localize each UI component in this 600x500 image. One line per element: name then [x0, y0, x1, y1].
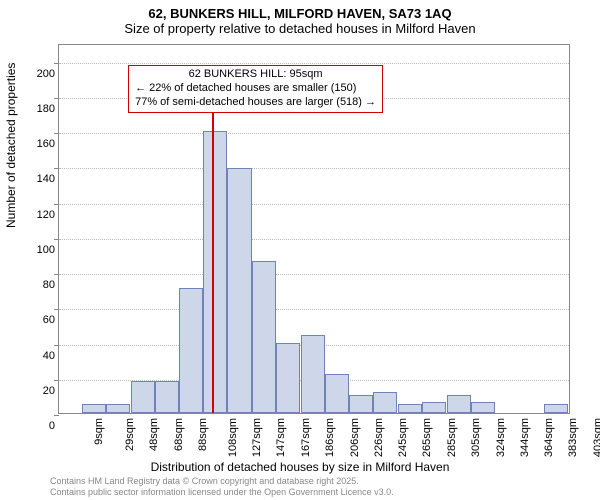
xtick-label: 403sqm — [592, 418, 600, 457]
annotation-line-1: 62 BUNKERS HILL: 95sqm — [135, 68, 376, 82]
plot-area: 62 BUNKERS HILL: 95sqm← 22% of detached … — [58, 44, 570, 414]
ytick-mark — [54, 274, 59, 275]
xtick-label: 29sqm — [124, 418, 136, 451]
xtick-label: 127sqm — [252, 418, 264, 457]
histogram-bar — [252, 261, 276, 413]
ytick-mark — [54, 345, 59, 346]
xtick-label: 48sqm — [148, 418, 160, 451]
grid-line — [59, 309, 569, 310]
xtick-label: 186sqm — [324, 418, 336, 457]
ytick-label: 160 — [15, 138, 55, 150]
ytick-mark — [54, 168, 59, 169]
xtick-label: 206sqm — [349, 418, 361, 457]
xtick-label: 305sqm — [470, 418, 482, 457]
xtick-label: 226sqm — [373, 418, 385, 457]
xtick-label: 108sqm — [227, 418, 239, 457]
xtick-label: 364sqm — [543, 418, 555, 457]
ytick-mark — [54, 415, 59, 416]
histogram-bar — [544, 404, 568, 413]
histogram-bar — [106, 404, 130, 413]
grid-line — [59, 204, 569, 205]
footer-attribution: Contains HM Land Registry data © Crown c… — [50, 476, 394, 498]
ytick-label: 180 — [15, 103, 55, 115]
ytick-label: 200 — [15, 68, 55, 80]
histogram-bar — [276, 343, 300, 413]
footer-line-2: Contains public sector information licen… — [50, 487, 394, 498]
ytick-mark — [54, 133, 59, 134]
xtick-label: 147sqm — [276, 418, 288, 457]
annotation-box: 62 BUNKERS HILL: 95sqm← 22% of detached … — [128, 65, 383, 112]
xtick-label: 245sqm — [397, 418, 409, 457]
histogram-bar — [471, 402, 495, 413]
footer-line-1: Contains HM Land Registry data © Crown c… — [50, 476, 394, 487]
histogram-bar — [82, 404, 106, 413]
ytick-mark — [54, 98, 59, 99]
histogram-bar — [349, 395, 373, 413]
histogram-bar — [155, 381, 179, 413]
annotation-line-3: 77% of semi-detached houses are larger (… — [135, 96, 376, 110]
histogram-bar — [301, 335, 325, 413]
grid-line — [59, 274, 569, 275]
xtick-label: 265sqm — [422, 418, 434, 457]
histogram-bar — [131, 381, 155, 413]
ytick-mark — [54, 239, 59, 240]
histogram-bar — [398, 404, 422, 413]
xtick-label: 88sqm — [197, 418, 209, 451]
histogram-bar — [203, 131, 227, 413]
grid-line — [59, 63, 569, 64]
ytick-label: 20 — [15, 385, 55, 397]
xtick-label: 344sqm — [519, 418, 531, 457]
ytick-label: 120 — [15, 209, 55, 221]
xtick-label: 285sqm — [446, 418, 458, 457]
grid-line — [59, 133, 569, 134]
ytick-label: 140 — [15, 173, 55, 185]
ytick-mark — [54, 380, 59, 381]
histogram-bar — [227, 168, 251, 413]
histogram-bar — [179, 288, 203, 413]
ytick-label: 60 — [15, 314, 55, 326]
ytick-label: 100 — [15, 244, 55, 256]
xtick-label: 68sqm — [173, 418, 185, 451]
ytick-mark — [54, 309, 59, 310]
ytick-label: 40 — [15, 350, 55, 362]
xtick-label: 9sqm — [93, 418, 105, 445]
ytick-mark — [54, 63, 59, 64]
xtick-label: 383sqm — [567, 418, 579, 457]
reference-marker-line — [212, 80, 214, 413]
xtick-label: 167sqm — [300, 418, 312, 457]
annotation-line-2: ← 22% of detached houses are smaller (15… — [135, 82, 376, 96]
grid-line — [59, 239, 569, 240]
histogram-bar — [447, 395, 471, 413]
histogram-bar — [373, 392, 397, 413]
chart-subtitle: Size of property relative to detached ho… — [0, 21, 600, 36]
grid-line — [59, 168, 569, 169]
chart-title: 62, BUNKERS HILL, MILFORD HAVEN, SA73 1A… — [0, 6, 600, 21]
ytick-label: 0 — [15, 420, 55, 432]
histogram-bar — [422, 402, 446, 413]
ytick-label: 80 — [15, 279, 55, 291]
x-axis-label: Distribution of detached houses by size … — [0, 460, 600, 474]
xtick-label: 324sqm — [495, 418, 507, 457]
ytick-mark — [54, 204, 59, 205]
histogram-bar — [325, 374, 349, 413]
title-block: 62, BUNKERS HILL, MILFORD HAVEN, SA73 1A… — [0, 0, 600, 36]
